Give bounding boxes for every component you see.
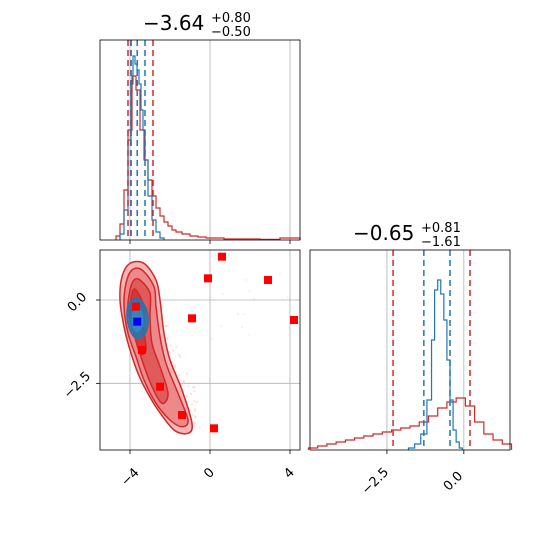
joint-scatter-point xyxy=(210,337,213,341)
joint-scatter-point xyxy=(262,276,265,280)
joint-scatter-point xyxy=(189,409,192,412)
joint-scatter-point xyxy=(171,361,174,364)
joint-scatter-point xyxy=(190,403,194,406)
marginal-2-title-plus: +0.81 xyxy=(421,221,461,236)
joint-scatter-point xyxy=(193,410,196,413)
marginal-1-ticks xyxy=(129,240,291,244)
marginal-1-quantile-lines xyxy=(127,40,154,240)
joint-scatter-point xyxy=(248,333,251,337)
joint-panel: −4 0 4 −2.5 0.0 xyxy=(61,249,301,490)
joint-scatter-point xyxy=(242,313,245,316)
joint-scatter-point xyxy=(186,372,189,375)
joint-scatter-point xyxy=(248,289,251,292)
marginal-2-blue-histogram xyxy=(407,279,463,450)
joint-scatter-point xyxy=(278,272,282,276)
joint-red-marker-1 xyxy=(204,274,212,283)
marginal-1-title-minus: −0.50 xyxy=(211,25,251,40)
joint-scatter-point xyxy=(173,364,177,367)
joint-scatter-point xyxy=(236,312,239,316)
joint-scatter-point xyxy=(195,400,198,404)
joint-scatter-point xyxy=(193,389,196,393)
joint-scatter-point xyxy=(173,366,177,369)
joint-red-marker-0 xyxy=(218,252,226,261)
joint-scatter-point xyxy=(189,392,193,395)
joint-scatter-point xyxy=(194,415,197,418)
joint-red-marker-7 xyxy=(156,382,164,391)
marginal-1-frame xyxy=(99,39,301,241)
joint-scatter-point xyxy=(191,413,194,416)
joint-x-tick-label-2: 4 xyxy=(281,465,297,481)
joint-scatter-point xyxy=(178,355,182,359)
joint-x-tick-label-1: 0 xyxy=(201,465,217,481)
marginal-2-ticks xyxy=(386,450,465,454)
joint-y-tick-label-0: −2.5 xyxy=(61,369,94,402)
joint-markers xyxy=(132,252,298,433)
joint-red-contours xyxy=(119,260,193,435)
joint-scatter-point xyxy=(169,344,173,347)
joint-scatter-point xyxy=(168,351,172,354)
joint-scatter-point xyxy=(210,296,213,299)
joint-scatter-point xyxy=(244,278,248,281)
marginal-2-title-value: −0.65 xyxy=(353,221,414,245)
joint-y-tick-label-1: 0.0 xyxy=(65,290,90,315)
joint-frame xyxy=(99,249,301,451)
marginal-1-red-histogram xyxy=(115,75,301,240)
marginal-1-title-value: −3.64 xyxy=(143,11,204,35)
joint-red-marker-4 xyxy=(290,316,298,324)
marginal-2-quantile-lines xyxy=(392,250,471,450)
joint-scatter-point xyxy=(192,422,195,425)
marginal-2-frame xyxy=(309,249,511,451)
joint-red-marker-9 xyxy=(210,424,218,433)
joint-scatter-point xyxy=(171,360,174,363)
marginal-1-blue-histogram xyxy=(119,55,165,240)
marginal-2-grid xyxy=(386,250,465,450)
joint-scatter-point xyxy=(192,386,195,389)
joint-scatter-point xyxy=(192,386,195,389)
joint-scatter-point xyxy=(181,384,185,387)
joint-red-marker-2 xyxy=(264,276,272,284)
joint-scatter-point xyxy=(193,416,197,419)
joint-scatter-point xyxy=(219,325,223,328)
joint-scatter-point xyxy=(193,421,197,425)
joint-scatter-point xyxy=(177,373,181,377)
joint-scatter-point xyxy=(161,305,164,309)
joint-scatter-point xyxy=(182,379,185,383)
joint-scatter-point xyxy=(187,384,190,388)
joint-scatter-point xyxy=(193,407,197,411)
marginal-2-x-tick-label-0: −2.5 xyxy=(359,465,392,498)
marginal-2-title-minus: −1.61 xyxy=(421,235,461,250)
joint-scatter-point xyxy=(252,297,255,300)
joint-scatter-point xyxy=(240,326,244,329)
marginal-1-grid xyxy=(129,40,291,240)
marginal-2-red-histogram xyxy=(307,397,513,450)
joint-scatter-point xyxy=(177,353,181,356)
joint-red-marker-3 xyxy=(188,314,196,323)
joint-red-marker-8 xyxy=(178,411,186,419)
marginal-2-panel: −2.5 0.0 −0.65 +0.81 −1.61 xyxy=(307,221,513,498)
joint-ticks xyxy=(96,299,291,454)
joint-scatter-point xyxy=(182,388,186,391)
joint-scatter-point xyxy=(172,349,175,353)
joint-scatter-point xyxy=(221,292,224,296)
joint-blue-marker xyxy=(133,317,142,326)
marginal-1-title-plus: +0.80 xyxy=(211,11,251,26)
joint-red-marker-5 xyxy=(132,302,140,311)
joint-scatter-point xyxy=(286,295,289,299)
joint-scatter-point xyxy=(182,380,185,384)
joint-scatter-point xyxy=(166,338,169,342)
joint-scatter-point xyxy=(164,325,168,328)
joint-x-tick-label-0: −4 xyxy=(118,465,142,489)
joint-scatter-point xyxy=(166,336,169,340)
joint-scatter-point xyxy=(165,324,168,327)
joint-red-marker-6 xyxy=(138,346,146,354)
joint-scatter-point xyxy=(192,399,196,402)
joint-scatter-point xyxy=(175,346,178,349)
joint-scatter-point xyxy=(198,426,202,429)
joint-scatter-point xyxy=(185,395,189,398)
marginal-1-panel: −3.64 +0.80 −0.50 xyxy=(99,11,301,244)
marginal-2-x-tick-label-1: 0.0 xyxy=(441,469,466,494)
